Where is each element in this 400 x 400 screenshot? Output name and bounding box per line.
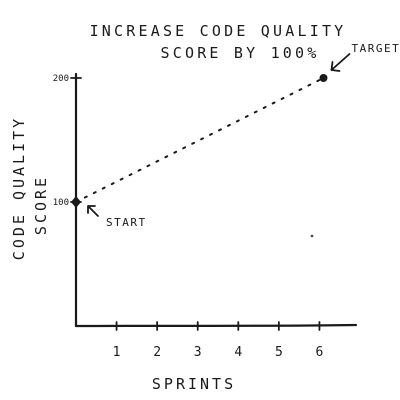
y-axis-label-line-1: CODE QUALITY [10, 116, 28, 260]
y-axis-label-line-2: SCORE [32, 175, 50, 235]
x-tick-label-3: 3 [194, 345, 202, 360]
y-tick-label-200: 200 [53, 74, 69, 84]
data-point-start [71, 196, 81, 208]
series-line-segment-0 [75, 77, 325, 203]
x-axis-label: SPRINTS [152, 375, 236, 393]
x-tick-label-2: 2 [153, 345, 161, 360]
chart-title-line-1: INCREASE CODE QUALITY [90, 22, 347, 40]
series-target-trend [71, 74, 328, 208]
annotations: START TARGET [87, 42, 400, 229]
x-axis [74, 323, 358, 328]
stray-dot [310, 234, 314, 238]
y-tick-label-100: 100 [53, 198, 69, 208]
annotation-target: TARGET [351, 42, 400, 55]
x-tick-label-1: 1 [113, 345, 121, 360]
x-ticks: 1 2 3 4 5 6 [113, 321, 324, 360]
chart-title-line-2: SCORE BY 100% [161, 44, 320, 62]
x-tick-label-6: 6 [316, 345, 324, 360]
x-tick-label-4: 4 [234, 345, 242, 360]
x-tick-label-5: 5 [275, 345, 283, 360]
data-point-target [319, 74, 328, 82]
target-arrow [330, 53, 351, 72]
annotation-start: START [106, 216, 147, 229]
start-arrow [87, 205, 99, 217]
